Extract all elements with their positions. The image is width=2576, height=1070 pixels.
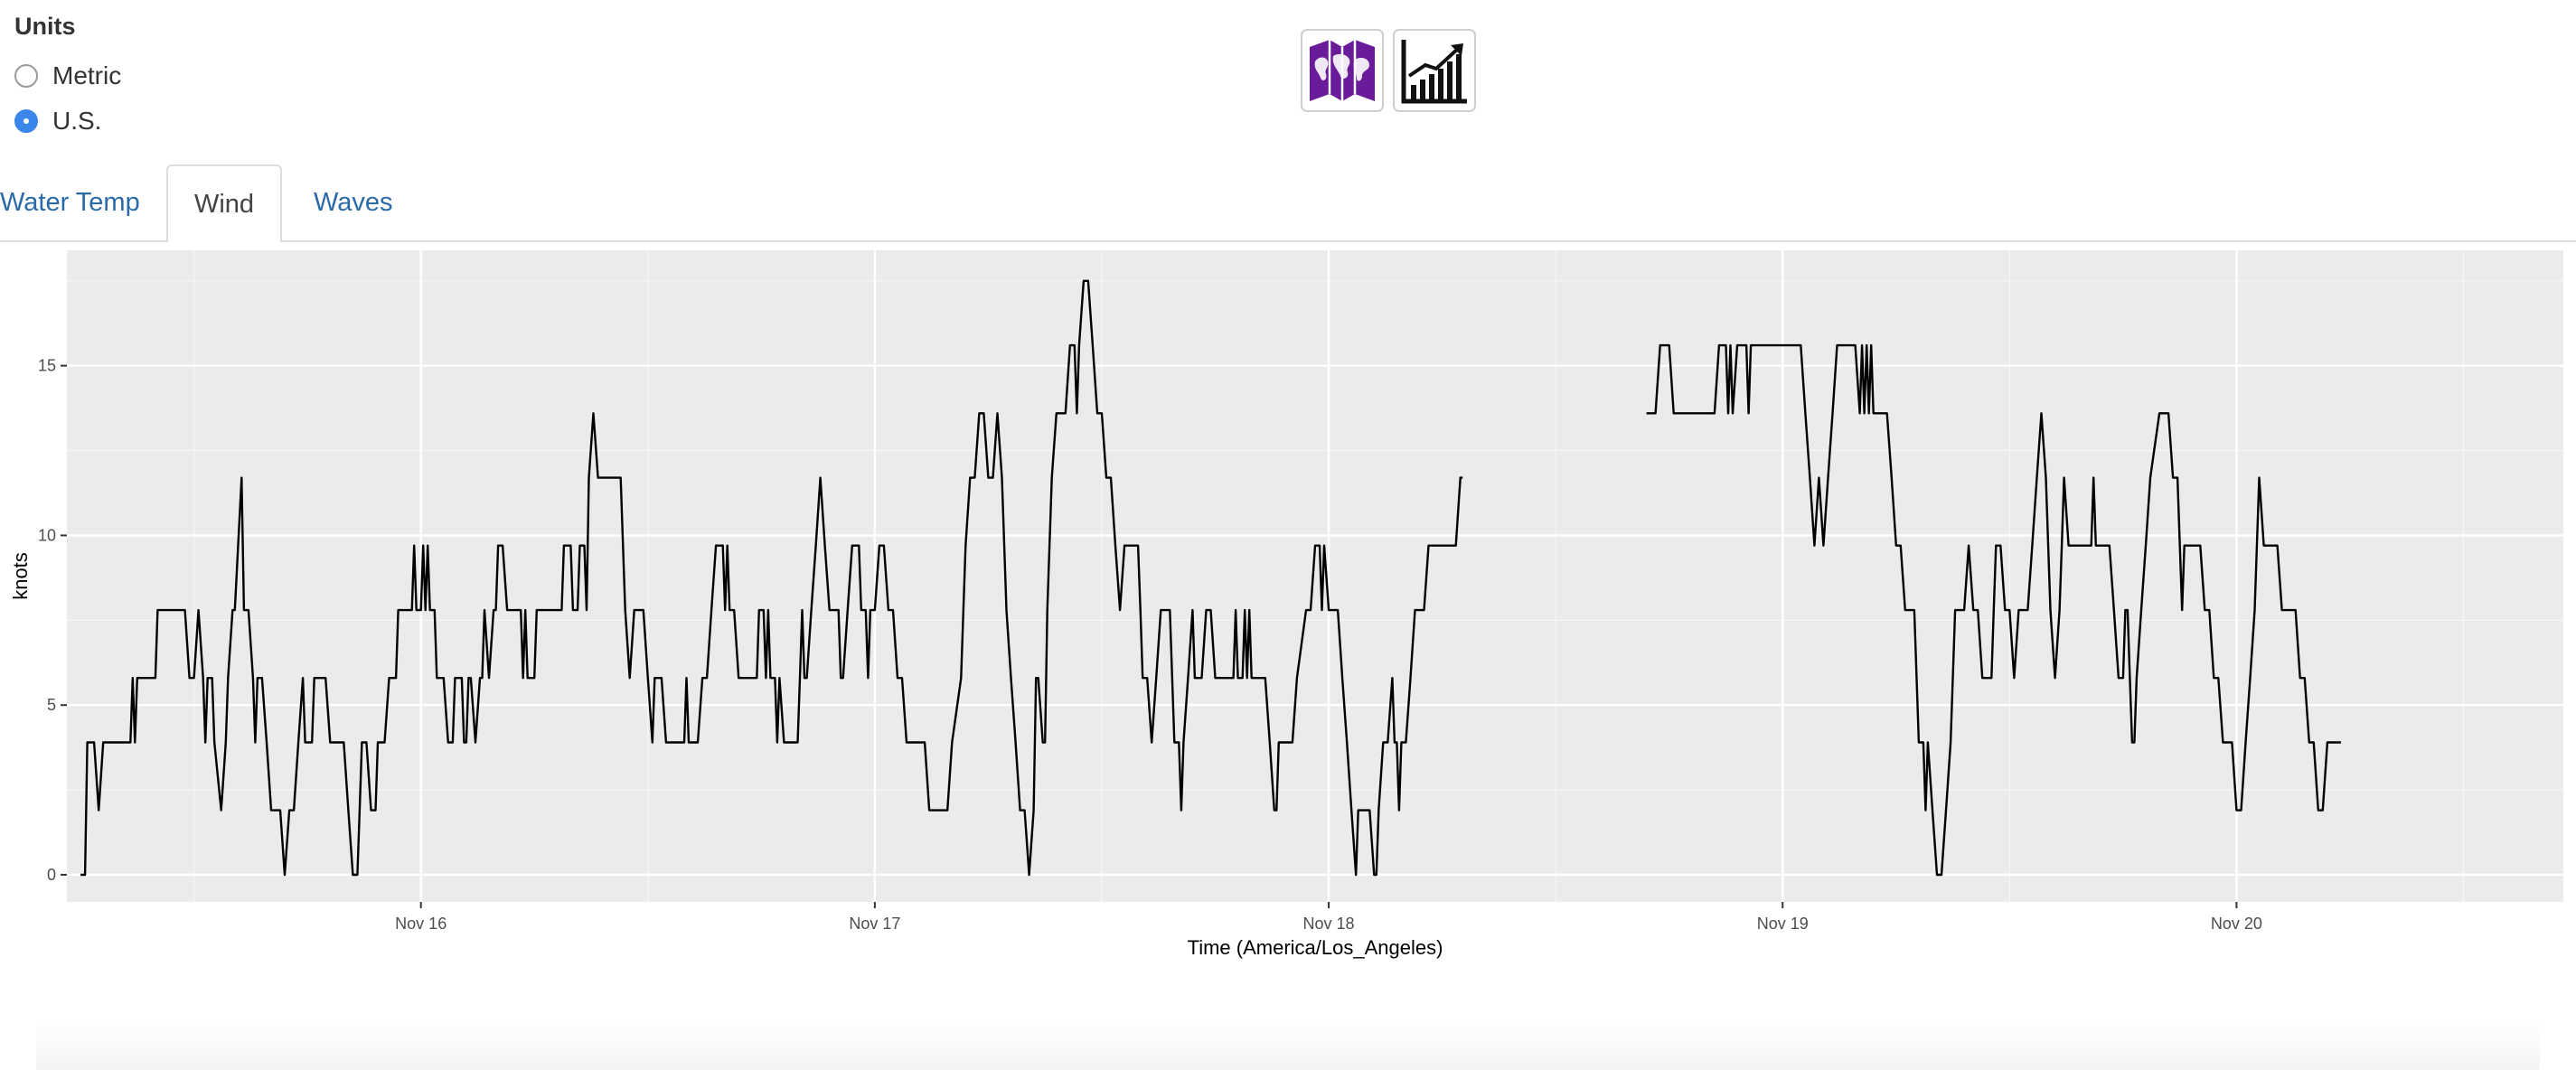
y-tick-label: 0 — [47, 866, 56, 884]
footer-panel — [36, 1021, 2540, 1070]
metric-label: Metric — [52, 61, 122, 89]
y-tick-label: 15 — [38, 357, 56, 375]
x-tick-label: Nov 20 — [2211, 915, 2262, 933]
map-button[interactable] — [1301, 29, 1384, 112]
wind-speed-line — [80, 279, 1463, 877]
us-label: U.S. — [52, 107, 102, 135]
units-option-metric[interactable]: Metric — [14, 53, 121, 99]
x-tick-label: Nov 19 — [1757, 915, 1809, 933]
units-title: Units — [14, 13, 76, 40]
y-tick-label: 10 — [38, 526, 56, 544]
map-icon — [1310, 40, 1375, 101]
units-group: Units Metric U.S. — [14, 13, 121, 144]
tab-water-temp[interactable]: Water Temp — [0, 188, 140, 217]
tab-wind[interactable]: Wind — [166, 164, 282, 242]
tab-waves[interactable]: Waves — [314, 188, 393, 217]
x-tick-label: Nov 18 — [1303, 915, 1355, 933]
us-radio[interactable] — [14, 109, 38, 133]
chart-icon — [1401, 40, 1467, 104]
y-axis-title: knots — [9, 552, 32, 600]
x-tick-label: Nov 17 — [849, 915, 900, 933]
plot-panel — [67, 250, 2563, 902]
metric-radio[interactable] — [14, 64, 38, 88]
tab-bar: Water Temp Wind Waves — [0, 164, 2576, 242]
x-tick-label: Nov 16 — [395, 915, 447, 933]
wind-chart: 0 5 10 15 Nov 16 Nov 17 Nov 18 Nov 19 Nov 20 Time… — [9, 250, 2563, 959]
wind-speed-line — [1646, 343, 2341, 877]
chart-button[interactable] — [1393, 29, 1476, 112]
x-axis-title: Time (America/Los_Angeles) — [1188, 936, 1443, 959]
units-option-us[interactable]: U.S. — [14, 99, 121, 144]
y-tick-label: 5 — [47, 696, 56, 714]
